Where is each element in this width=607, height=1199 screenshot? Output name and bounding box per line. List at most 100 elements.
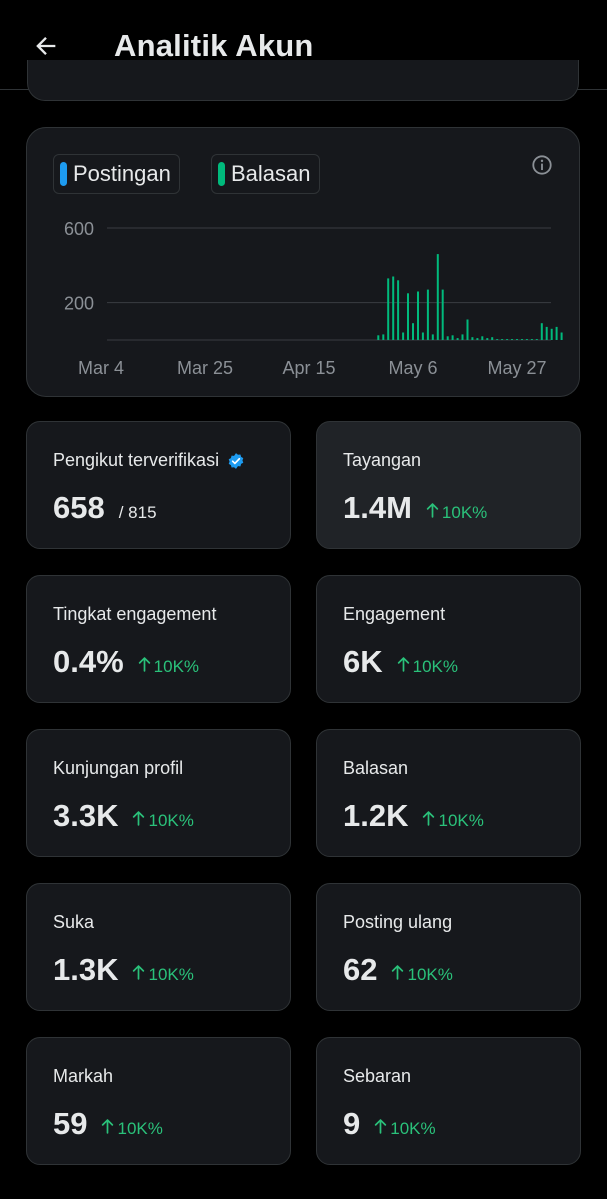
stat-delta-value: 10K% xyxy=(412,657,459,676)
stat-value-row: 1.3K 10K% xyxy=(53,952,194,988)
chart-bar-balasan[interactable] xyxy=(530,339,533,340)
chart-bar-balasan[interactable] xyxy=(521,339,523,340)
stat-value: 6K xyxy=(343,644,383,679)
chart-bar-balasan[interactable] xyxy=(417,291,419,341)
stat-delta-value: 10K% xyxy=(148,811,194,830)
chart-bar-balasan[interactable] xyxy=(421,332,424,341)
arrow-up-icon xyxy=(397,657,409,672)
chart-bar-balasan[interactable] xyxy=(377,335,380,340)
chart-bar-balasan[interactable] xyxy=(501,339,504,340)
verified-badge-icon xyxy=(228,452,244,469)
stat-label-row: Tingkat engagement xyxy=(53,604,216,625)
stat-card-pengikut-terverifikasi[interactable]: Pengikut terverifikasi 658 / 815 xyxy=(26,421,291,549)
stat-card-tayangan[interactable]: Tayangan 1.4M 10K% xyxy=(316,421,581,549)
chart-bar-balasan[interactable] xyxy=(436,254,439,340)
chart-bar-balasan[interactable] xyxy=(412,323,414,340)
chart-bar-balasan[interactable] xyxy=(560,332,563,341)
stat-card-suka[interactable]: Suka 1.3K 10K% xyxy=(26,883,291,1011)
arrow-up-icon xyxy=(375,1119,387,1134)
chart-bar-balasan[interactable] xyxy=(491,337,494,340)
stat-delta: 10K% xyxy=(132,811,194,831)
chart-bar-balasan[interactable] xyxy=(451,335,454,340)
stat-label: Engagement xyxy=(343,604,446,624)
stat-value: 9 xyxy=(343,1106,361,1141)
stat-card-engagement[interactable]: Engagement 6K 10K% xyxy=(316,575,581,703)
stat-value: 62 xyxy=(343,952,378,987)
stat-label-row: Pengikut terverifikasi xyxy=(53,450,245,471)
arrow-left-icon xyxy=(36,37,56,55)
x-tick-label: Mar 25 xyxy=(177,358,233,378)
chart-bar-balasan[interactable] xyxy=(382,334,385,340)
stat-delta: 10K% xyxy=(397,657,458,677)
stat-label: Tayangan xyxy=(343,450,422,470)
chart-bar-balasan[interactable] xyxy=(387,278,390,340)
stat-delta-value: 10K% xyxy=(390,1119,436,1138)
info-icon[interactable] xyxy=(531,154,553,176)
chart-bar-balasan[interactable] xyxy=(555,326,558,340)
stat-label-row: Engagement xyxy=(343,604,445,625)
legend-postingan[interactable]: Postingan xyxy=(53,154,180,194)
stat-card-sebaran[interactable]: Sebaran 9 10K% xyxy=(316,1037,581,1165)
chart-bar-balasan[interactable] xyxy=(392,276,395,341)
chart-bar-balasan[interactable] xyxy=(426,289,429,340)
arrow-up-icon xyxy=(392,965,404,980)
chart-bar-balasan[interactable] xyxy=(407,293,409,340)
chart-bar-balasan[interactable] xyxy=(471,337,474,340)
chart-bar-balasan[interactable] xyxy=(516,339,518,340)
bar-chart: 600 200 Mar 4 Mar 25 Apr 15 May 6 May 27 xyxy=(64,219,563,378)
chart-bar-balasan[interactable] xyxy=(402,332,405,341)
stat-label: Kunjungan profil xyxy=(53,758,184,778)
back-button[interactable] xyxy=(26,26,66,66)
chart-bar-balasan[interactable] xyxy=(545,326,548,340)
stat-total: / 815 xyxy=(118,503,157,522)
chart-bar-balasan[interactable] xyxy=(441,289,444,340)
chart-bar-balasan[interactable] xyxy=(431,334,434,340)
x-tick-label: Apr 15 xyxy=(282,358,335,378)
stat-label: Balasan xyxy=(343,758,409,778)
x-tick-label: May 27 xyxy=(487,358,546,378)
stat-label-row: Suka xyxy=(53,912,94,933)
chart-bar-balasan[interactable] xyxy=(481,336,484,340)
stat-delta: 10K% xyxy=(422,811,484,831)
stat-card-posting-ulang[interactable]: Posting ulang 62 10K% xyxy=(316,883,581,1011)
chart-bar-balasan[interactable] xyxy=(511,339,513,340)
chart-bar-balasan[interactable] xyxy=(456,338,459,340)
chart-bar-balasan[interactable] xyxy=(506,339,509,340)
stat-value: 3.3K xyxy=(53,798,119,833)
legend-swatch-balasan xyxy=(218,162,225,186)
chart-bar-balasan[interactable] xyxy=(466,319,469,341)
legend-label: Postingan xyxy=(73,161,171,186)
activity-chart-card: Postingan Balasan 600 200 Mar 4 Mar 25 Apr 1… xyxy=(26,127,580,397)
legend-swatch-postingan xyxy=(60,162,67,186)
chart-bar-balasan[interactable] xyxy=(550,328,553,340)
chart-bar-balasan[interactable] xyxy=(496,339,499,340)
arrow-up-icon xyxy=(138,657,150,672)
stat-card-kunjungan-profil[interactable]: Kunjungan profil 3.3K 10K% xyxy=(26,729,291,857)
chart-bar-balasan[interactable] xyxy=(461,334,464,340)
stat-value-row: 0.4% 10K% xyxy=(53,644,199,680)
chart-bar-balasan[interactable] xyxy=(525,339,528,340)
stat-card-markah[interactable]: Markah 59 10K% xyxy=(26,1037,291,1165)
chart-bar-balasan[interactable] xyxy=(446,336,449,340)
stat-delta-value: 10K% xyxy=(441,503,488,522)
stat-label: Markah xyxy=(53,1066,114,1086)
stat-card-tingkat-engagement[interactable]: Tingkat engagement 0.4% 10K% xyxy=(26,575,291,703)
chart-bar-balasan[interactable] xyxy=(535,339,538,340)
chart-bar-balasan[interactable] xyxy=(397,280,400,340)
stat-card-balasan[interactable]: Balasan 1.2K 10K% xyxy=(316,729,581,857)
stat-delta-value: 10K% xyxy=(117,1119,163,1138)
chart-bar-balasan[interactable] xyxy=(540,323,543,340)
stat-label-row: Markah xyxy=(53,1066,113,1087)
stat-label: Pengikut terverifikasi xyxy=(53,450,220,470)
chart-bar-balasan[interactable] xyxy=(486,338,489,340)
stat-delta: 10K% xyxy=(374,1119,436,1139)
x-tick-label: Mar 4 xyxy=(78,358,124,378)
page-title: Analitik Akun xyxy=(114,28,314,63)
chart-bar-balasan[interactable] xyxy=(476,338,479,340)
stat-value-row: 62 10K% xyxy=(343,952,453,988)
stat-label: Sebaran xyxy=(343,1066,412,1086)
stat-value-row: 59 10K% xyxy=(53,1106,163,1142)
legend-balasan[interactable]: Balasan xyxy=(211,154,320,194)
stat-label: Posting ulang xyxy=(343,912,453,932)
stat-value: 1.3K xyxy=(53,952,119,987)
